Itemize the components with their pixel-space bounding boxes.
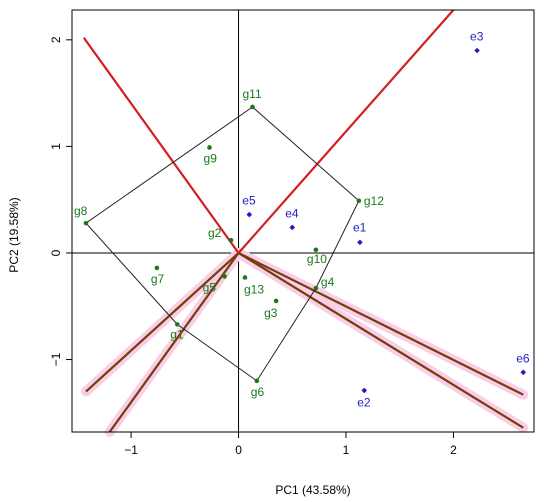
genotype-point-g9 — [207, 145, 212, 150]
environment-point-e4 — [289, 224, 296, 231]
environment-label-e3: e3 — [470, 29, 484, 43]
genotype-label-g11: g11 — [243, 87, 262, 101]
environment-label-e2: e2 — [357, 395, 371, 409]
genotype-label-g6: g6 — [251, 385, 265, 399]
plot-frame — [71, 9, 535, 433]
genotype-point-g1 — [174, 322, 180, 327]
y-tick-label-1: 1 — [49, 143, 63, 150]
genotype-point-g7 — [154, 265, 160, 271]
genotype-label-g3: g3 — [264, 306, 278, 320]
environment-point-e5 — [246, 211, 253, 218]
plot-border — [71, 9, 535, 433]
genotype-label-g1: g1 — [170, 327, 184, 341]
genotype-point-g10 — [313, 247, 319, 253]
genotype-label-g8: g8 — [74, 204, 88, 218]
genotype-point-g3 — [273, 298, 279, 304]
x-tick-label--1: −1 — [124, 443, 138, 457]
rays — [80, 9, 529, 437]
perpendicular-ray-2 — [108, 252, 240, 433]
x-tick-label-1: 1 — [343, 443, 350, 457]
genotype-point-g4 — [313, 285, 319, 291]
environment-label-e6: e6 — [516, 351, 530, 365]
genotype-label-g12: g12 — [364, 194, 384, 208]
y-tick-label-0: 0 — [49, 249, 63, 256]
genotype-label-g2: g2 — [208, 226, 222, 240]
environment-point-e2 — [361, 387, 368, 394]
perpendicular-ray-3 — [238, 251, 524, 396]
genotype-point-g12 — [356, 198, 362, 204]
y-axis-title: PC2 (19.58%) — [7, 197, 21, 272]
x-tick-label-0: 0 — [235, 443, 242, 457]
environment-label-e1: e1 — [353, 220, 367, 234]
perpendicular-ray-1 — [85, 252, 240, 393]
environment-point-e1 — [357, 239, 363, 246]
genotype-label-g4: g4 — [321, 275, 335, 289]
x-tick-label-2: 2 — [450, 443, 457, 457]
perpendicular-ray-4 — [237, 252, 524, 429]
environment-point-e3 — [474, 47, 480, 54]
environment-point-e6 — [520, 369, 527, 376]
y-tick-label-2: 2 — [49, 36, 63, 43]
genotype-point-g2 — [228, 237, 234, 243]
sector-ray-1 — [82, 37, 240, 254]
genotype-label-g9: g9 — [204, 151, 218, 165]
genotype-label-g13: g13 — [244, 282, 264, 296]
axes: −1 0 1 2 −1 0 1 2 — [49, 36, 457, 457]
y-tick-label--1: −1 — [49, 352, 63, 366]
genotype-point-g11 — [250, 104, 255, 110]
environment-label-e5: e5 — [242, 194, 256, 208]
genotype-point-g8 — [83, 220, 89, 226]
genotype-label-g7: g7 — [151, 272, 165, 286]
genotype-point-g6 — [254, 378, 260, 384]
x-axis-title: PC1 (43.58%) — [275, 483, 350, 497]
data-points: g1 g2 g3 g4 g5 g6 g7 g8 g9 g10 g11 g12 g13 e1 e2 e3 e4 e5… — [74, 29, 530, 409]
genotype-point-g5 — [222, 274, 227, 279]
environment-label-e4: e4 — [285, 206, 299, 220]
genotype-label-g10: g10 — [307, 252, 327, 266]
genotype-label-g5: g5 — [203, 280, 217, 294]
genotype-point-g13 — [242, 275, 248, 280]
reference-lines — [72, 10, 534, 432]
sector-ray-2 — [237, 9, 455, 254]
